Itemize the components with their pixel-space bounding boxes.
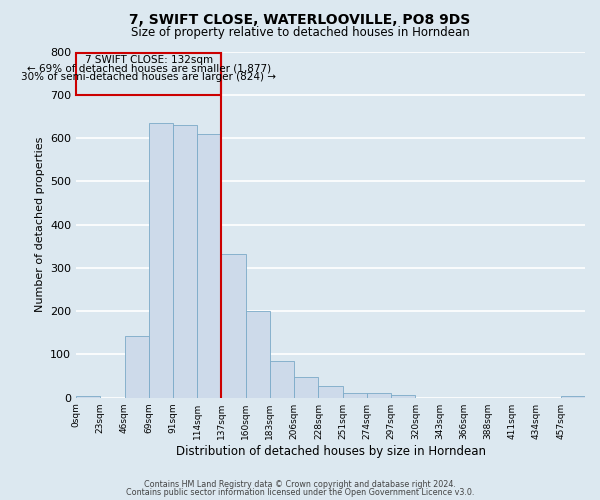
Text: Size of property relative to detached houses in Horndean: Size of property relative to detached ho… xyxy=(131,26,469,39)
Bar xyxy=(294,378,319,398)
Bar xyxy=(343,393,367,398)
Y-axis label: Number of detached properties: Number of detached properties xyxy=(35,137,44,312)
Bar xyxy=(221,254,246,398)
Bar xyxy=(561,396,585,398)
Text: 7 SWIFT CLOSE: 132sqm: 7 SWIFT CLOSE: 132sqm xyxy=(85,55,213,65)
Bar xyxy=(76,396,100,398)
Bar xyxy=(319,386,343,398)
Bar xyxy=(197,134,221,398)
Bar xyxy=(391,394,415,398)
Text: Contains public sector information licensed under the Open Government Licence v3: Contains public sector information licen… xyxy=(126,488,474,497)
Text: 7, SWIFT CLOSE, WATERLOOVILLE, PO8 9DS: 7, SWIFT CLOSE, WATERLOOVILLE, PO8 9DS xyxy=(130,12,470,26)
Bar xyxy=(367,393,391,398)
Bar xyxy=(246,311,270,398)
Text: Contains HM Land Registry data © Crown copyright and database right 2024.: Contains HM Land Registry data © Crown c… xyxy=(144,480,456,489)
Bar xyxy=(270,362,294,398)
Bar xyxy=(76,53,221,95)
Bar xyxy=(125,336,149,398)
Bar xyxy=(149,123,173,398)
X-axis label: Distribution of detached houses by size in Horndean: Distribution of detached houses by size … xyxy=(176,444,485,458)
Bar xyxy=(173,125,197,398)
Text: ← 69% of detached houses are smaller (1,877): ← 69% of detached houses are smaller (1,… xyxy=(27,64,271,74)
Text: 30% of semi-detached houses are larger (824) →: 30% of semi-detached houses are larger (… xyxy=(21,72,276,83)
